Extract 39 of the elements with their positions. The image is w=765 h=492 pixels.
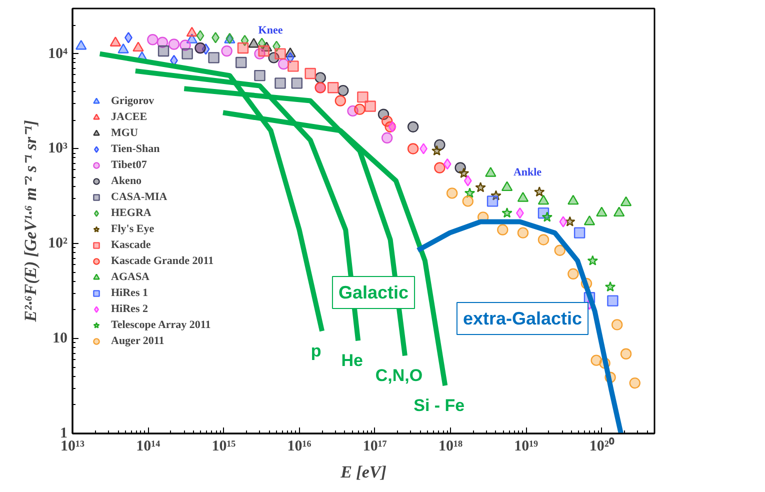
annotation: extra-Galactic	[462, 308, 582, 328]
legend-label: CASA-MIA	[111, 190, 168, 204]
legend-label: Tibet07	[111, 158, 147, 172]
x-tick-label: 10¹⁶	[287, 438, 312, 454]
series-label: Si - Fe	[414, 396, 465, 416]
y-tick-label: 10²	[48, 236, 68, 252]
legend-label: AGASA	[111, 270, 150, 284]
x-tick-label: 10¹⁵	[212, 438, 236, 454]
series-label: p	[310, 342, 322, 361]
x-tick-label: 10¹⁴	[136, 438, 161, 454]
legend-label: Tien-Shan	[111, 142, 160, 156]
legend-label: HiRes 1	[111, 286, 148, 300]
x-tick-label: 10¹⁷	[362, 438, 388, 454]
y-tick-label: 10	[52, 330, 68, 347]
legend-label: Kascade Grande 2011	[111, 254, 214, 268]
y-tick-label: 1	[60, 426, 68, 442]
x-tick-label: 10²⁰	[589, 436, 615, 454]
annotation: Galactic	[338, 282, 409, 302]
legend-label: HEGRA	[111, 206, 152, 220]
x-tick-label: 10¹⁸	[438, 438, 463, 454]
y-axis-title: E²·⁶F(E) [GeV¹·⁶ m⁻² s⁻¹ sr⁻¹]	[21, 120, 40, 323]
legend-label: Kascade	[111, 238, 151, 252]
annotation: Ankle	[513, 166, 542, 178]
legend-label: Auger 2011	[111, 334, 164, 348]
legend-label: Telescope Array 2011	[111, 318, 211, 332]
legend-label: Grigorov	[111, 94, 154, 108]
series-label: He	[341, 351, 363, 370]
legend-label: JACEE	[111, 110, 148, 124]
x-axis-title: E [eV]	[340, 462, 387, 482]
legend-label: Akeno	[111, 174, 142, 188]
y-tick-label: 10⁴	[48, 46, 68, 62]
x-tick-label: 10¹⁹	[514, 438, 539, 454]
legend-label: Fly's Eye	[111, 222, 154, 236]
x-tick-label: 10¹³	[60, 438, 85, 454]
legend-label: HiRes 2	[111, 302, 148, 316]
annotation: Knee	[258, 24, 283, 36]
y-tick-label: 10³	[48, 140, 68, 157]
legend-label: MGU	[111, 126, 138, 140]
series-label: C,N,O	[375, 366, 423, 386]
